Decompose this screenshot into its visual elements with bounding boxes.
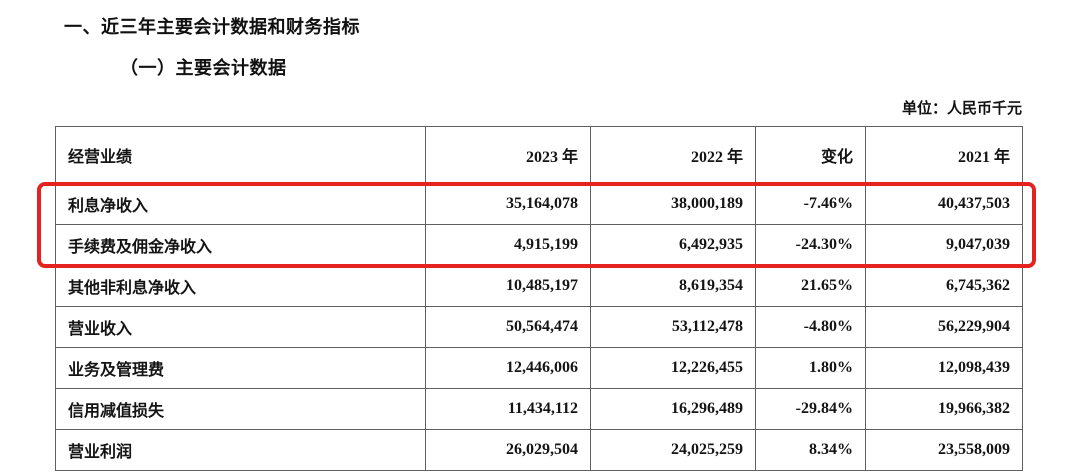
- column-header-business: 经营业绩: [55, 126, 426, 184]
- column-header-change: 变化: [755, 126, 866, 184]
- change-cell: -7.46%: [755, 183, 866, 225]
- column-header-2021: 2021 年: [865, 126, 1023, 184]
- value-cell: 26,029,504: [425, 429, 591, 471]
- row-label-cell: 业务及管理费: [55, 347, 426, 389]
- value-cell: 6,745,362: [865, 265, 1023, 307]
- change-cell: 8.34%: [755, 429, 866, 471]
- row-label-cell: 手续费及佣金净收入: [55, 224, 426, 266]
- table-row: 信用减值损失 11,434,112 16,296,489 -29.84% 19,…: [55, 388, 1023, 430]
- value-cell: 8,619,354: [590, 265, 756, 307]
- value-cell: 11,434,112: [425, 388, 591, 430]
- header-row: 经营业绩 2023 年 2022 年 变化 2021 年: [55, 126, 1023, 184]
- column-header-2023: 2023 年: [425, 126, 591, 184]
- table-row: 业务及管理费 12,446,006 12,226,455 1.80% 12,09…: [55, 347, 1023, 389]
- table-row: 营业利润 26,029,504 24,025,259 8.34% 23,558,…: [55, 429, 1023, 471]
- change-cell: 21.65%: [755, 265, 866, 307]
- value-cell: 6,492,935: [590, 224, 756, 266]
- value-cell: 38,000,189: [590, 183, 756, 225]
- table-row: 其他非利息净收入 10,485,197 8,619,354 21.65% 6,7…: [55, 265, 1023, 307]
- change-cell: -4.80%: [755, 306, 866, 348]
- value-cell: 23,558,009: [865, 429, 1023, 471]
- section-heading: 一、近三年主要会计数据和财务指标: [64, 17, 360, 37]
- change-cell: -24.30%: [755, 224, 866, 266]
- value-cell: 35,164,078: [425, 183, 591, 225]
- change-cell: 1.80%: [755, 347, 866, 389]
- unit-label: 单位：人民币千元: [901, 101, 1022, 117]
- table-row: 营业收入 50,564,474 53,112,478 -4.80% 56,229…: [55, 306, 1023, 348]
- value-cell: 4,915,199: [425, 224, 591, 266]
- row-label-cell: 信用减值损失: [55, 388, 426, 430]
- value-cell: 12,446,006: [425, 347, 591, 389]
- value-cell: 50,564,474: [425, 306, 591, 348]
- value-cell: 24,025,259: [590, 429, 756, 471]
- value-cell: 16,296,489: [590, 388, 756, 430]
- value-cell: 12,098,439: [865, 347, 1023, 389]
- row-label-cell: 利息净收入: [55, 183, 426, 225]
- subsection-heading: （一）主要会计数据: [120, 58, 287, 78]
- row-label-cell: 营业利润: [55, 429, 426, 471]
- value-cell: 10,485,197: [425, 265, 591, 307]
- row-label-cell: 其他非利息净收入: [55, 265, 426, 307]
- value-cell: 56,229,904: [865, 306, 1023, 348]
- row-label-cell: 营业收入: [55, 306, 426, 348]
- value-cell: 19,966,382: [865, 388, 1023, 430]
- value-cell: 40,437,503: [865, 183, 1023, 225]
- table-row: 利息净收入 35,164,078 38,000,189 -7.46% 40,43…: [55, 183, 1023, 225]
- table-row: 手续费及佣金净收入 4,915,199 6,492,935 -24.30% 9,…: [55, 224, 1023, 266]
- value-cell: 53,112,478: [590, 306, 756, 348]
- financial-table: 经营业绩 2023 年 2022 年 变化 2021 年 利息净收入 35,16…: [55, 126, 1023, 471]
- value-cell: 9,047,039: [865, 224, 1023, 266]
- change-cell: -29.84%: [755, 388, 866, 430]
- column-header-2022: 2022 年: [590, 126, 756, 184]
- value-cell: 12,226,455: [590, 347, 756, 389]
